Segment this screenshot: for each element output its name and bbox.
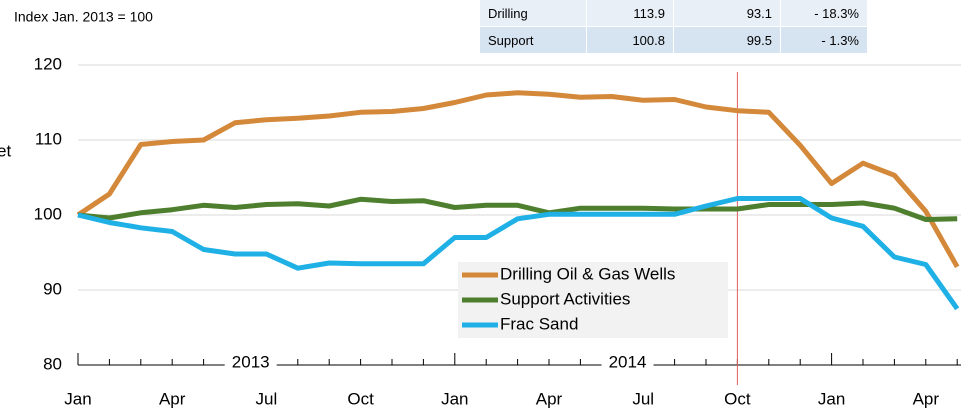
legend-label: Drilling Oil & Gas Wells bbox=[500, 264, 675, 283]
y-tick-label: 120 bbox=[34, 54, 62, 73]
table-row: Support 100.8 99.5 - 1.3% bbox=[480, 26, 868, 54]
cut-text: et bbox=[0, 141, 11, 160]
table-row: Drilling 113.9 93.1 - 18.3% bbox=[480, 0, 868, 27]
cell: 93.1 bbox=[673, 0, 781, 27]
cell: Support bbox=[480, 26, 587, 54]
series-line bbox=[76, 90, 960, 269]
x-tick-label: Jul bbox=[256, 389, 278, 408]
cell: - 18.3% bbox=[780, 0, 868, 27]
year-label-bg bbox=[224, 354, 277, 372]
year-label: 2013 bbox=[232, 352, 270, 371]
cell: - 1.3% bbox=[780, 26, 868, 54]
x-tick-label: Oct bbox=[347, 389, 374, 408]
legend-label: Support Activities bbox=[500, 289, 630, 308]
x-tick-label: Apr bbox=[159, 389, 186, 408]
y-axis-label: Index Jan. 2013 = 100 bbox=[14, 9, 153, 25]
x-tick-label: Jan bbox=[441, 389, 468, 408]
y-tick-label: 100 bbox=[34, 204, 62, 223]
cell: 100.8 bbox=[586, 26, 674, 54]
year-label-bg bbox=[601, 354, 654, 372]
x-tick-label: Apr bbox=[536, 389, 563, 408]
summary-table: Drilling 113.9 93.1 - 18.3% Support 100.… bbox=[480, 0, 868, 54]
cell: Drilling bbox=[480, 0, 587, 27]
x-tick-label: Oct bbox=[724, 389, 751, 408]
series-line bbox=[77, 196, 960, 311]
legend-box bbox=[458, 262, 728, 338]
year-label: 2014 bbox=[609, 352, 647, 371]
x-tick-label: Jan bbox=[818, 389, 845, 408]
cell: 113.9 bbox=[586, 0, 674, 27]
cell: 99.5 bbox=[673, 26, 781, 54]
x-tick-label: Jul bbox=[632, 389, 654, 408]
x-tick-label: Apr bbox=[913, 389, 940, 408]
y-tick-label: 80 bbox=[43, 354, 62, 373]
legend-label: Frac Sand bbox=[500, 314, 578, 333]
x-tick-label: Jan bbox=[64, 389, 91, 408]
y-tick-label: 110 bbox=[35, 129, 62, 148]
y-tick-label: 90 bbox=[43, 279, 62, 298]
